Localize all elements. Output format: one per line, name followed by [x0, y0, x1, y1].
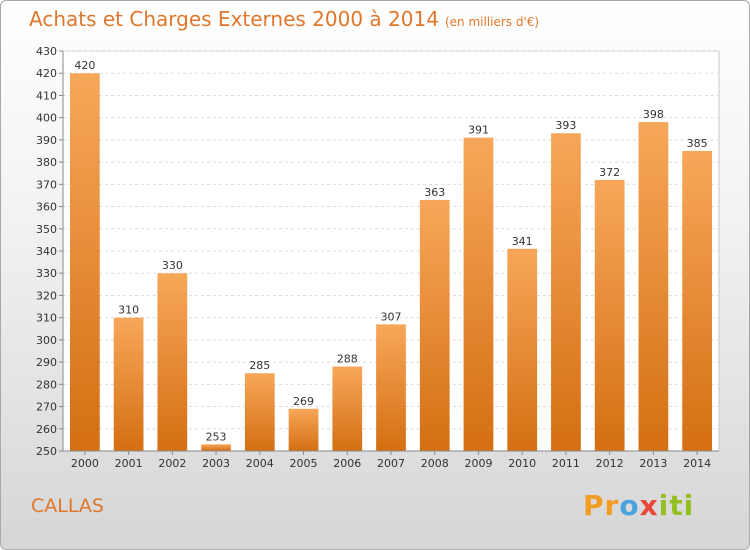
bar — [682, 151, 713, 451]
commune-name: CALLAS — [31, 495, 104, 517]
bar — [288, 408, 319, 451]
bar-value-label: 372 — [599, 166, 620, 179]
y-tick-label: 380 — [36, 156, 57, 169]
bar — [594, 179, 625, 451]
y-tick-label: 430 — [36, 45, 57, 58]
x-tick-label: 2003 — [202, 457, 230, 470]
x-tick-label: 2008 — [421, 457, 449, 470]
chart-subtitle: (en milliers d'€) — [444, 15, 540, 29]
bar-value-label: 307 — [381, 310, 402, 323]
x-tick-label: 2005 — [290, 457, 318, 470]
logo-part-3: x — [639, 489, 659, 522]
x-tick-label: 2011 — [552, 457, 580, 470]
bar — [638, 122, 669, 451]
bar-value-label: 288 — [337, 353, 358, 366]
bar — [419, 199, 450, 451]
x-tick-label: 2013 — [639, 457, 667, 470]
x-tick-label: 2009 — [464, 457, 492, 470]
y-tick-label: 300 — [36, 334, 57, 347]
bar-value-label: 363 — [424, 186, 445, 199]
bar — [463, 137, 494, 451]
x-tick-label: 2014 — [683, 457, 711, 470]
y-tick-label: 410 — [36, 89, 57, 102]
y-tick-label: 250 — [36, 445, 57, 458]
y-tick-label: 350 — [36, 223, 57, 236]
bar-value-label: 420 — [74, 59, 95, 72]
bar — [69, 73, 100, 451]
bar — [507, 248, 538, 451]
y-tick-label: 270 — [36, 401, 57, 414]
bar — [157, 273, 188, 451]
bar-value-label: 330 — [162, 259, 183, 272]
bar — [376, 324, 406, 451]
x-tick-label: 2001 — [115, 457, 143, 470]
bar-value-label: 269 — [293, 395, 314, 408]
bar-value-label: 385 — [687, 137, 708, 150]
bar — [113, 317, 144, 451]
bar-value-label: 393 — [555, 119, 576, 132]
logo-part-4: iti — [658, 489, 695, 522]
bar-value-label: 398 — [643, 108, 664, 121]
y-tick-label: 340 — [36, 245, 57, 258]
bar — [201, 444, 231, 451]
y-tick-label: 360 — [36, 201, 57, 214]
bar-value-label: 341 — [512, 235, 533, 248]
bar — [332, 366, 363, 451]
bar — [244, 373, 275, 451]
y-tick-label: 330 — [36, 267, 57, 280]
logo-part-2: o — [619, 489, 640, 522]
y-tick-label: 290 — [36, 356, 57, 369]
x-tick-label: 2007 — [377, 457, 405, 470]
chart-title: Achats et Charges Externes 2000 à 2014 (e… — [29, 7, 539, 31]
y-tick-label: 320 — [36, 289, 57, 302]
y-tick-label: 400 — [36, 112, 57, 125]
y-tick-label: 370 — [36, 178, 57, 191]
x-tick-label: 2006 — [333, 457, 361, 470]
y-tick-label: 420 — [36, 67, 57, 80]
bar — [551, 133, 581, 451]
x-tick-label: 2000 — [71, 457, 99, 470]
x-tick-label: 2002 — [158, 457, 186, 470]
x-tick-label: 2012 — [596, 457, 624, 470]
bar-value-label: 285 — [249, 359, 270, 372]
x-tick-label: 2004 — [246, 457, 274, 470]
y-tick-label: 260 — [36, 423, 57, 436]
bar-value-label: 391 — [468, 124, 489, 137]
x-tick-label: 2010 — [508, 457, 536, 470]
bar-value-label: 253 — [206, 430, 227, 443]
logo-part-1: Pr — [583, 489, 620, 522]
bar-value-label: 310 — [118, 304, 139, 317]
chart-title-text: Achats et Charges Externes 2000 à 2014 — [29, 7, 439, 31]
proxiti-logo: Proxiti — [583, 489, 694, 522]
y-tick-label: 280 — [36, 378, 57, 391]
y-tick-label: 390 — [36, 134, 57, 147]
y-tick-label: 310 — [36, 312, 57, 325]
